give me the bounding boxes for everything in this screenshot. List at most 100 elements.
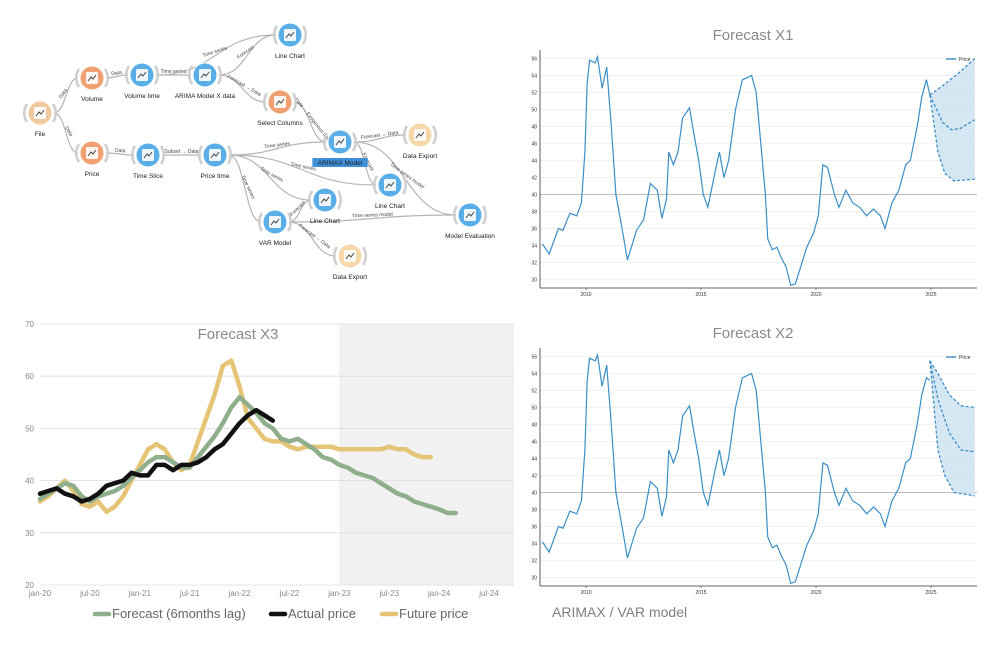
node-label: Line Chart — [275, 53, 305, 60]
y-tick-label: 48 — [531, 422, 537, 428]
node-port-out — [153, 65, 160, 85]
x-tick-label: jul-24 — [478, 589, 499, 598]
y-tick-label: 36 — [531, 226, 537, 232]
edge-label: Time series — [239, 174, 256, 200]
y-tick-label: 50 — [25, 424, 34, 433]
node-data_export_1: Data Export — [402, 122, 438, 160]
y-tick-label: 40 — [531, 192, 537, 198]
node-port-out — [226, 145, 233, 165]
icon-glyph — [270, 218, 280, 226]
node-label: VAR Model — [259, 240, 292, 247]
edge-label: Data — [58, 88, 69, 100]
x-tick-label: 2015 — [695, 590, 706, 596]
node-port-out — [481, 205, 488, 225]
node-port-in — [307, 190, 314, 210]
node-port-out — [103, 68, 110, 88]
y-tick-label: 44 — [531, 158, 537, 164]
node-label: Time Slice — [133, 173, 163, 180]
edge-label: Forecast — [236, 44, 256, 60]
y-tick-label: 50 — [531, 107, 537, 113]
y-tick-label: 38 — [531, 209, 537, 215]
node-port-in — [402, 125, 409, 145]
node-port-out — [291, 92, 298, 112]
icon-glyph — [87, 74, 97, 82]
icon-glyph — [137, 71, 147, 79]
node-label: Model Evaluation — [445, 233, 495, 240]
node-price_time: Price time — [197, 142, 233, 180]
node-price: Price — [74, 140, 110, 178]
y-tick-label: 36 — [531, 524, 537, 530]
y-tick-label: 40 — [25, 477, 34, 486]
node-port-out — [51, 103, 58, 123]
edge-volume_time-line_chart_top — [155, 34, 277, 76]
edge-file-price — [53, 112, 79, 154]
node-port-in — [452, 205, 459, 225]
edge-var_model-data_export_2 — [288, 221, 337, 257]
y-tick-label: 30 — [531, 575, 537, 581]
edge-label: Forecast → Data — [297, 223, 331, 250]
legend-label: Price — [959, 57, 971, 63]
node-label: ARIMAX Model — [318, 160, 363, 167]
edge-price_time-line_chart_mid — [228, 154, 377, 186]
x-tick-label: jul-20 — [79, 589, 100, 598]
edge-label: Time series model — [352, 212, 393, 220]
node-volume_time: Volume time — [124, 62, 160, 100]
icon-glyph — [275, 98, 285, 106]
x-tick-label: jul-23 — [378, 589, 399, 598]
y-tick-label: 54 — [531, 371, 537, 377]
node-port-in — [332, 246, 339, 266]
figure-caption: ARIMAX / VAR model — [552, 604, 688, 620]
legend-label: Actual price — [288, 606, 356, 621]
node-time_slice: Time Slice — [130, 142, 166, 180]
price-series-line — [541, 54, 931, 287]
node-label: Select Columns — [257, 120, 303, 127]
icon-glyph — [35, 109, 45, 117]
legend-label: Forecast (6months lag) — [112, 606, 246, 621]
x-tick-label: 2020 — [810, 590, 821, 596]
forecast-period-shading — [339, 324, 514, 585]
y-tick-label: 20 — [25, 581, 34, 590]
node-port-in — [74, 143, 81, 163]
x-tick-label: jan-20 — [28, 589, 52, 598]
x-tick-label: jan-22 — [227, 589, 251, 598]
node-label: ARIMA Model X data — [175, 93, 236, 100]
forecast-upper-bound — [929, 58, 976, 96]
node-arimax: ARIMAX Model — [312, 129, 368, 167]
node-data_export_2: Data Export — [332, 243, 368, 281]
edge-label: Time series — [264, 141, 291, 150]
edge-label: Time series — [202, 45, 229, 59]
node-label: Data Export — [333, 274, 368, 281]
x-tick-label: 2015 — [695, 292, 706, 298]
node-port-out — [301, 25, 308, 45]
edge-select_columns-arimax — [293, 101, 327, 143]
edge-var_model-model_eval — [288, 214, 457, 223]
icon-glyph — [87, 149, 97, 157]
edge-label: Time series — [259, 166, 285, 184]
forecast-upper-bound — [929, 360, 975, 409]
node-port-out — [103, 143, 110, 163]
node-label: Price time — [201, 173, 230, 180]
y-tick-label: 34 — [531, 243, 537, 249]
x-tick-label: jul-22 — [279, 589, 300, 598]
x-tick-label: jan-24 — [427, 589, 451, 598]
chart-title: Forecast X3 — [198, 326, 279, 343]
y-tick-label: 50 — [531, 405, 537, 411]
series-line — [37, 394, 459, 516]
edge-price_time-var_model — [228, 154, 262, 223]
y-tick-label: 46 — [531, 141, 537, 147]
node-port-in — [372, 175, 379, 195]
forecast-x1-chart: Forecast X1 30 32 34 36 38 40 42 44 46 48 50 52 54 56… — [531, 27, 977, 298]
node-port-out — [286, 212, 293, 232]
node-select_columns: Select Columns — [257, 89, 304, 127]
y-tick-label: 32 — [531, 558, 537, 564]
node-label: Volume time — [124, 93, 160, 100]
plot-area: 20 30 40 50 60 70 jan-20 jul-20 jan-21 jul-21 jan-… — [25, 320, 514, 621]
legend-label: Future price — [399, 606, 468, 621]
edge-price_time-arimax — [228, 141, 327, 156]
icon-glyph — [285, 31, 295, 39]
legend-label: Price — [959, 355, 971, 361]
node-port-out — [431, 125, 438, 145]
node-model_eval: Model Evaluation — [445, 202, 495, 240]
node-port-in — [197, 145, 204, 165]
y-tick-label: 70 — [25, 320, 34, 329]
